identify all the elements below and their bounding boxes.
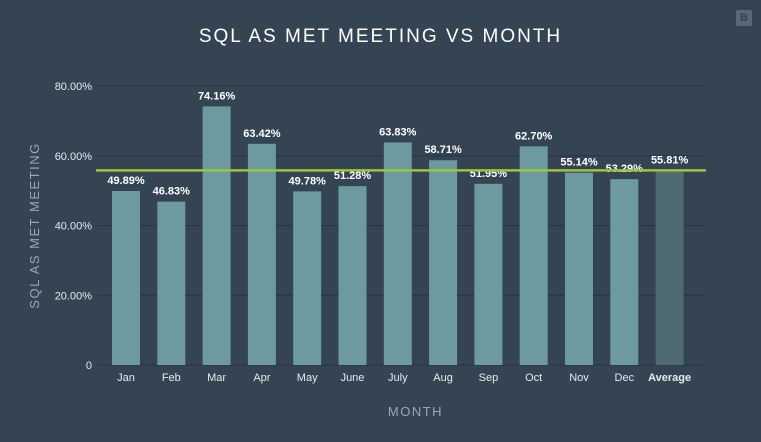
x-tick-label: June	[341, 372, 365, 384]
data-label: 55.81%	[651, 154, 689, 166]
data-label: 62.70%	[515, 130, 553, 142]
y-tick-label: 60.00%	[55, 151, 93, 163]
x-tick-label: July	[388, 372, 408, 384]
bar	[293, 191, 322, 365]
bar	[202, 106, 231, 365]
data-label: 63.83%	[379, 126, 417, 138]
bar	[157, 201, 186, 365]
y-axis-title: SQL AS MET MEETING	[27, 142, 42, 308]
data-label: 74.16%	[198, 90, 236, 102]
average-bar	[655, 170, 684, 365]
y-tick-label: 80.00%	[55, 81, 93, 93]
bar	[519, 146, 548, 365]
bar	[338, 186, 367, 365]
x-tick-label: Apr	[253, 372, 270, 384]
x-tick-label: Mar	[207, 372, 226, 384]
y-tick-label: 20.00%	[55, 290, 93, 302]
x-tick-label: Feb	[162, 372, 181, 384]
data-label: 58.71%	[424, 144, 462, 156]
bar	[474, 183, 503, 365]
data-label: 49.78%	[289, 175, 327, 187]
data-label: 49.89%	[107, 175, 145, 187]
bar	[383, 142, 412, 365]
bar	[112, 191, 140, 365]
x-tick-label: Nov	[569, 372, 589, 384]
data-label: 46.83%	[153, 186, 191, 198]
x-tick-label: Oct	[525, 372, 542, 384]
data-label: 55.14%	[560, 157, 598, 169]
x-tick-label: Dec	[615, 372, 635, 384]
logo-icon: B	[736, 10, 752, 26]
data-label: 63.42%	[243, 128, 281, 140]
bar	[610, 179, 639, 365]
x-tick-label: Sep	[479, 372, 499, 384]
bar	[565, 172, 593, 365]
bar	[247, 143, 276, 365]
chart-title: SQL AS MET MEETING VS MONTH	[198, 26, 563, 47]
y-tick-label: 0	[86, 360, 92, 372]
x-tick-label: Aug	[433, 372, 453, 384]
x-tick-label: May	[297, 372, 318, 384]
bar	[429, 160, 458, 365]
data-label: 51.28%	[334, 170, 372, 182]
x-tick-label: Jan	[117, 372, 135, 384]
x-tick-label: Average	[648, 372, 691, 384]
y-tick-label: 40.00%	[55, 221, 93, 233]
x-axis-title: MONTH	[388, 404, 443, 419]
